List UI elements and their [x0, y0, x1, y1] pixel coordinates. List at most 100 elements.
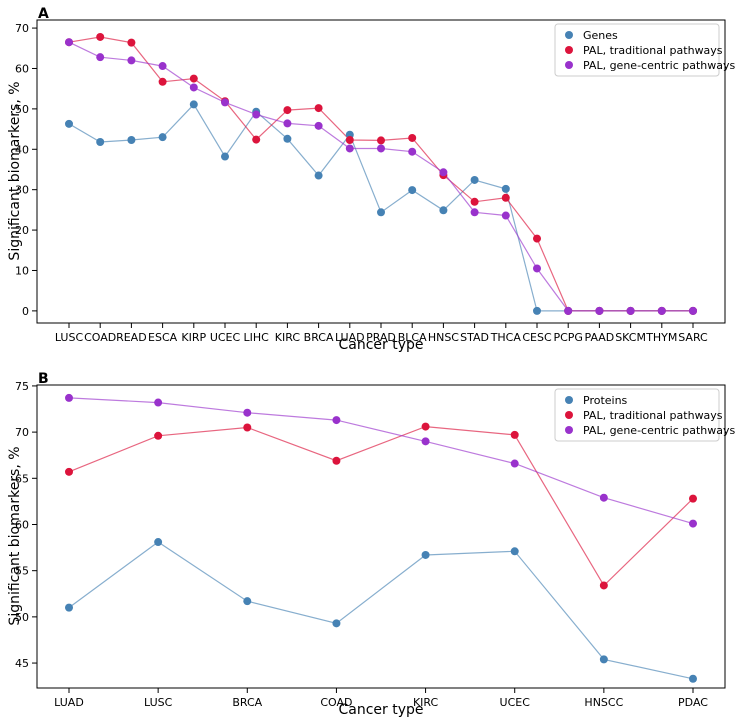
x-tick-label: SKCM [615, 331, 646, 344]
legend-label: PAL, traditional pathways [583, 44, 723, 57]
data-point [221, 152, 229, 161]
data-point [221, 98, 229, 107]
data-point [283, 119, 292, 128]
panel-b-yticks: 45 50 55 60 65 70 75 [15, 380, 37, 670]
data-point [96, 53, 105, 62]
x-tick-label: LUSC [55, 331, 84, 344]
data-point [154, 431, 163, 440]
data-point [439, 168, 448, 177]
data-point [689, 519, 697, 528]
series-line [68, 397, 694, 525]
x-tick-label: PRAD [366, 331, 396, 344]
y-tick-label: 50 [15, 611, 29, 624]
data-point [501, 184, 510, 193]
data-point [408, 186, 417, 195]
y-tick-label: 10 [15, 264, 29, 277]
y-tick-label: 20 [15, 224, 29, 237]
y-tick-label: 70 [15, 426, 29, 439]
y-tick-label: 45 [15, 657, 29, 670]
x-tick-label: LIHC [244, 331, 270, 344]
data-point [332, 416, 341, 425]
data-point [470, 208, 479, 217]
x-tick-label: CESC [522, 331, 552, 344]
x-tick-label: STAD [460, 331, 489, 344]
data-point [252, 135, 261, 144]
x-tick-label: HNSC [428, 331, 459, 344]
x-tick-label: KIRC [413, 696, 439, 709]
y-tick-label: 55 [15, 565, 29, 578]
x-tick-label: KIRP [181, 331, 206, 344]
data-point [65, 467, 73, 476]
panel-b-letter: B [38, 371, 49, 387]
x-tick-label: PAAD [585, 331, 615, 344]
data-point [595, 306, 604, 315]
legend-marker [565, 396, 573, 404]
panel-b-xlabel: Cancer type [338, 702, 423, 718]
legend-marker [565, 411, 573, 419]
data-point [564, 306, 573, 315]
data-point [510, 547, 519, 556]
y-tick-label: 65 [15, 472, 29, 485]
data-point [421, 550, 430, 559]
data-point [501, 193, 510, 202]
data-point [243, 597, 252, 606]
data-point [657, 306, 666, 315]
legend-marker [565, 61, 573, 69]
data-point [243, 423, 252, 432]
data-point [599, 493, 608, 502]
y-tick-label: 30 [15, 184, 29, 197]
y-tick-label: 50 [15, 103, 29, 116]
panel-a-xlabel: Cancer type [338, 337, 423, 353]
data-point [158, 133, 167, 142]
data-point [626, 306, 635, 315]
data-point [65, 38, 73, 47]
data-point [377, 208, 385, 217]
panel-b-ylabel: Significant biomarkers, % [7, 446, 23, 625]
x-tick-label: COAD [320, 696, 352, 709]
data-point [189, 74, 198, 83]
data-point [408, 147, 417, 156]
x-tick-label: UCEC [210, 331, 241, 344]
legend-frame [554, 23, 720, 77]
y-tick-label: 0 [22, 305, 29, 318]
data-point [510, 459, 519, 468]
panel-a: A 0 10 20 30 40 50 60 70 LUSC COAD READ ESCA KIRP UC… [7, 6, 736, 353]
x-tick-label: PDAC [678, 696, 708, 709]
x-tick-label: UCEC [500, 696, 531, 709]
series-line [68, 425, 694, 587]
data-point [314, 104, 323, 113]
data-point [599, 581, 608, 590]
legend-label: PAL, gene-centric pathways [583, 59, 736, 72]
x-tick-label: THCA [490, 331, 522, 344]
x-tick-label: KIRC [275, 331, 301, 344]
panel-a-series [65, 32, 697, 315]
panel-a-xticks: LUSC COAD READ ESCA KIRP UCEC LIHC KIRC BRCA LUAD… [55, 323, 708, 344]
y-tick-label: 40 [15, 143, 29, 156]
x-tick-label: COAD [84, 331, 116, 344]
data-point [345, 144, 354, 153]
panel-a-yticks: 0 10 20 30 40 50 60 70 [15, 22, 37, 318]
data-point [127, 135, 136, 144]
panel-a-legend: Genes PAL, traditional pathways PAL, gene-… [554, 23, 736, 77]
data-point [252, 110, 261, 119]
data-point [283, 106, 292, 115]
data-point [189, 83, 198, 92]
data-point [470, 175, 479, 184]
data-point [127, 56, 136, 65]
data-point [96, 138, 105, 147]
data-point [501, 211, 510, 220]
data-point [243, 408, 252, 417]
x-tick-label: LUSC [144, 696, 173, 709]
x-tick-label: BRCA [304, 331, 334, 344]
legend-label: Genes [583, 29, 618, 42]
data-point [689, 674, 697, 683]
data-point [377, 144, 385, 153]
y-tick-label: 70 [15, 22, 29, 35]
panel-b-series [65, 393, 697, 683]
data-point [158, 77, 167, 86]
legend-marker [565, 46, 573, 54]
data-point [283, 134, 292, 143]
data-point [314, 171, 323, 180]
legend-label: PAL, gene-centric pathways [583, 424, 736, 437]
data-point [154, 398, 163, 407]
